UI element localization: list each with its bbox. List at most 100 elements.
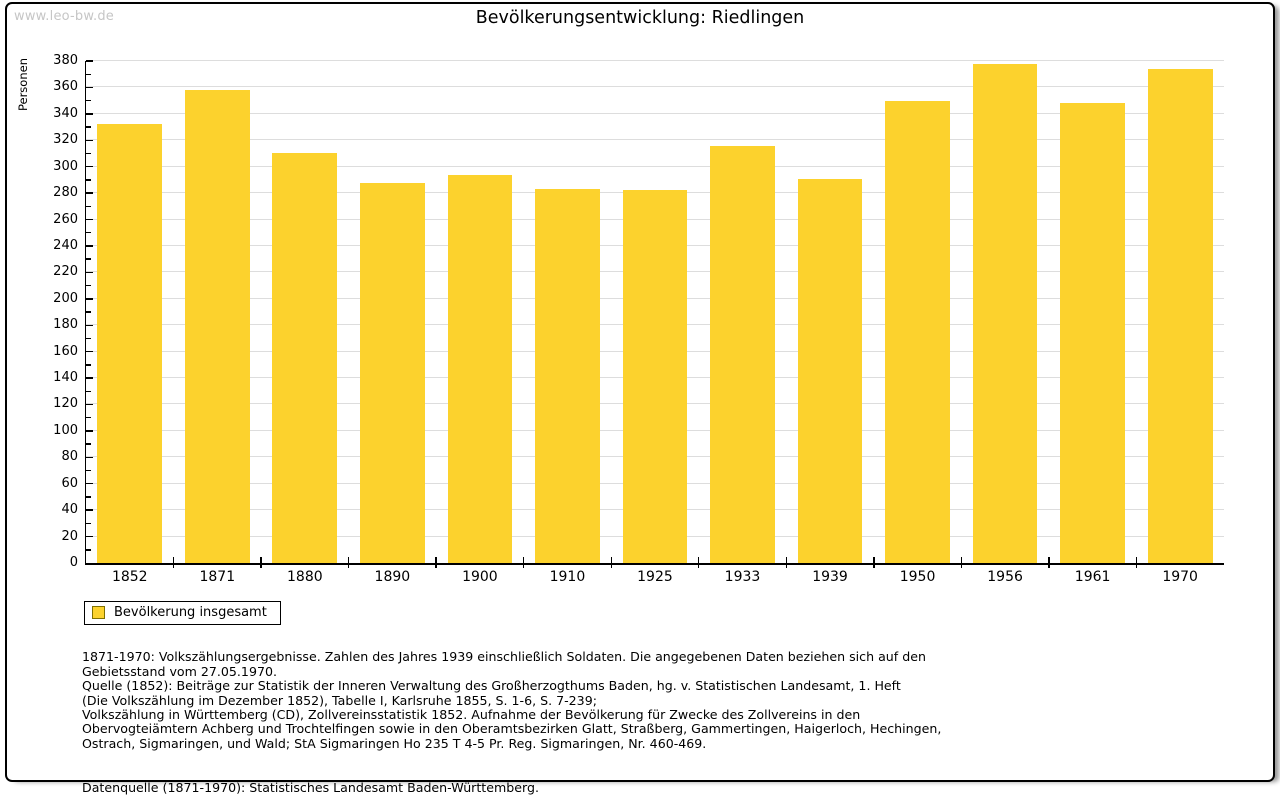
y-axis-tick [86, 403, 93, 406]
bar-cell [86, 61, 174, 563]
y-axis-tick [86, 166, 93, 168]
y-axis-tick [86, 549, 91, 551]
bar-1961 [1060, 103, 1125, 563]
bar-1900 [447, 174, 513, 563]
y-axis-tick [86, 126, 91, 128]
bar-cell [261, 61, 349, 563]
y-axis-tick [86, 377, 93, 379]
y-axis-label: 20 [61, 528, 78, 544]
footer-notes: 1871-1970: Volkszählungsergebnisse. Zahl… [82, 636, 941, 809]
y-axis-tick [86, 443, 91, 445]
y-axis-tick [86, 60, 93, 62]
y-axis-tick [86, 218, 93, 221]
x-axis-tick [1135, 557, 1138, 568]
y-axis-tick [86, 258, 91, 260]
y-axis-label: 40 [61, 502, 78, 518]
x-axis-tick [435, 557, 437, 568]
x-axis-tick [610, 557, 612, 568]
bar-1950 [885, 100, 950, 563]
y-axis-tick [86, 522, 91, 525]
bar-1956 [972, 63, 1038, 563]
x-axis-label: 1933 [724, 569, 761, 585]
y-axis-tick [86, 483, 93, 485]
bar-1852 [97, 124, 163, 563]
chart-title: Bevölkerungsentwicklung: Riedlingen [475, 8, 805, 28]
y-axis-label: 120 [53, 396, 78, 412]
y-axis-label: 80 [61, 449, 78, 465]
y-axis-label: 260 [53, 211, 78, 227]
y-axis-tick [86, 284, 91, 287]
x-axis-tick [172, 557, 175, 568]
y-axis-tick [86, 430, 93, 432]
grid-line [86, 60, 1224, 61]
y-axis-label: 220 [53, 264, 78, 280]
x-axis-label: 1900 [462, 569, 498, 585]
legend-box: Bevölkerung insgesamt [84, 601, 281, 625]
y-axis-tick [86, 337, 91, 340]
x-axis-label: 1939 [812, 569, 848, 585]
y-axis-label: 200 [53, 290, 78, 306]
y-axis-tick [86, 152, 91, 155]
x-axis-line [84, 563, 1224, 565]
y-axis-tick [86, 390, 91, 392]
y-axis-label: 380 [53, 53, 78, 68]
bar-1939 [797, 178, 863, 563]
x-axis-label: 1890 [374, 569, 411, 585]
y-axis-tick [86, 535, 93, 538]
bar-1880 [272, 153, 338, 563]
y-axis-tick [86, 99, 91, 102]
x-axis-tick [347, 557, 350, 568]
x-axis-label: 1961 [1074, 569, 1111, 585]
bar-cell [699, 61, 787, 563]
bar-cell [174, 61, 262, 563]
x-axis-tick [1048, 557, 1050, 568]
x-axis-tick [260, 557, 262, 568]
bar-cell [611, 61, 699, 563]
bar-1933 [710, 145, 775, 563]
bar-cell [786, 61, 874, 563]
bar-cell [1136, 61, 1224, 563]
y-axis-tick [86, 179, 91, 181]
x-axis-tick [522, 557, 525, 568]
x-axis-label: 1852 [111, 569, 148, 585]
y-axis-label: 240 [53, 237, 78, 253]
y-axis-tick [86, 509, 93, 511]
x-axis-label: 1956 [987, 569, 1023, 585]
y-axis-label: 100 [53, 422, 78, 438]
bar-cell [1049, 61, 1137, 563]
bar-1871 [184, 90, 250, 563]
y-axis-tick [86, 73, 91, 75]
bar-1970 [1147, 68, 1213, 563]
bar-1890 [359, 182, 425, 563]
page-frame: www.leo-bw.de Bevölkerungsentwicklung: R… [5, 2, 1275, 795]
x-axis-tick [873, 557, 875, 568]
y-axis-tick [86, 271, 93, 274]
y-axis-label: 180 [53, 317, 78, 333]
y-axis-tick [86, 232, 91, 234]
legend-label: Bevölkerung insgesamt [114, 605, 267, 620]
y-axis-tick [86, 456, 93, 459]
y-axis-label: 60 [61, 475, 78, 491]
bar-1925 [622, 190, 688, 563]
x-axis-tick [960, 557, 963, 568]
bar-cell [436, 61, 524, 563]
y-axis-label: 320 [53, 132, 78, 148]
x-axis-label: 1880 [287, 569, 323, 585]
x-axis-label: 1910 [549, 569, 586, 585]
x-axis-label: 1950 [899, 569, 936, 585]
x-axis-label: 1925 [637, 569, 673, 585]
y-axis-label: 340 [53, 105, 78, 121]
legend-swatch-icon [92, 606, 105, 619]
grid-line [86, 139, 1224, 141]
y-axis-tick [86, 192, 93, 194]
y-axis-label: 160 [53, 343, 78, 359]
y-axis-tick [86, 245, 93, 247]
bar-cell [961, 61, 1049, 563]
y-axis-label: 0 [69, 555, 78, 570]
y-axis-tick [86, 496, 91, 498]
y-axis-tick [86, 311, 91, 313]
grid-line [86, 112, 1224, 114]
bar-cell [349, 61, 437, 563]
y-axis-tick [86, 364, 91, 366]
source-note: 1871-1970: Volkszählungsergebnisse. Zahl… [82, 649, 942, 751]
